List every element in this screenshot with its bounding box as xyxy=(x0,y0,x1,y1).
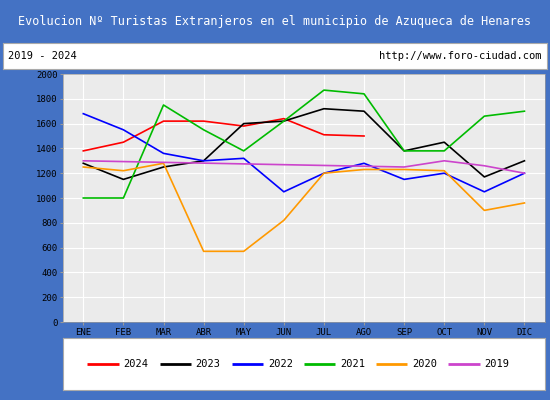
Text: 2024: 2024 xyxy=(123,359,148,369)
Text: 2022: 2022 xyxy=(268,359,293,369)
Text: 2023: 2023 xyxy=(196,359,221,369)
Text: Evolucion Nº Turistas Extranjeros en el municipio de Azuqueca de Henares: Evolucion Nº Turistas Extranjeros en el … xyxy=(19,14,531,28)
Text: 2019: 2019 xyxy=(485,359,509,369)
Text: 2020: 2020 xyxy=(412,359,437,369)
Text: 2021: 2021 xyxy=(340,359,365,369)
Text: 2019 - 2024: 2019 - 2024 xyxy=(8,51,77,61)
Text: http://www.foro-ciudad.com: http://www.foro-ciudad.com xyxy=(379,51,542,61)
